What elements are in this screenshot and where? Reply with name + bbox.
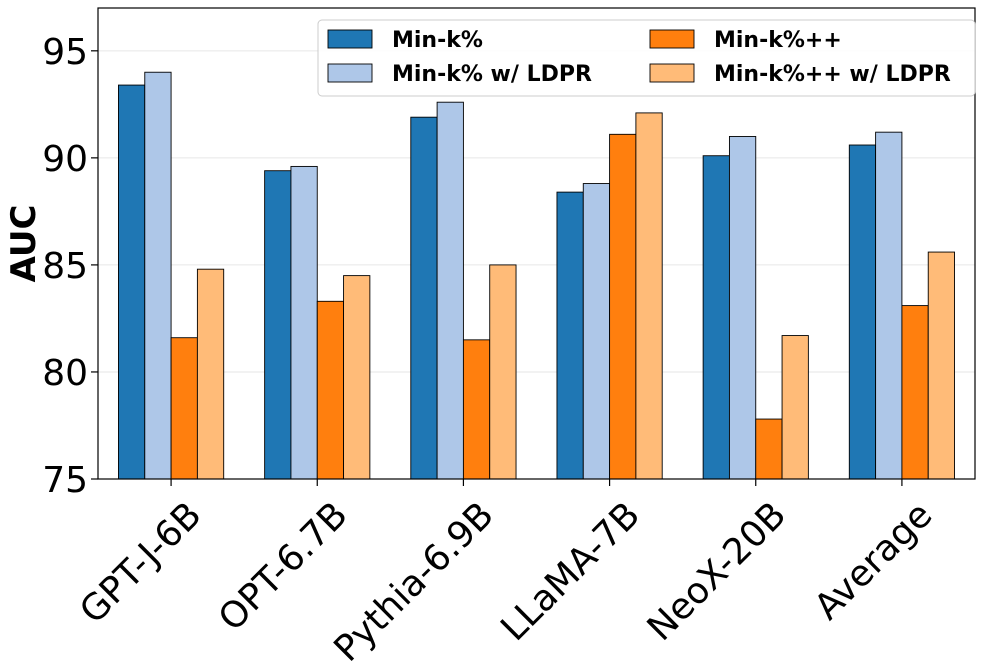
bar bbox=[728, 136, 757, 480]
grid-lines bbox=[98, 50, 975, 373]
bar bbox=[927, 251, 955, 480]
legend-swatch bbox=[649, 63, 695, 83]
bar bbox=[901, 305, 929, 480]
plot-frame bbox=[97, 7, 976, 480]
x-tick-label: Pythia-6.9B bbox=[327, 494, 502, 661]
bar bbox=[343, 275, 371, 480]
bar bbox=[144, 71, 172, 480]
bar bbox=[635, 112, 663, 480]
bar bbox=[118, 84, 146, 480]
bar bbox=[875, 131, 903, 480]
bar bbox=[582, 183, 611, 480]
x-axis: GPT-J-6B OPT-6.7BPythia-6.9BLLaMA-7BNeoX-… bbox=[72, 479, 940, 661]
bar bbox=[436, 101, 464, 480]
x-tick-label: NeoX-20B bbox=[640, 494, 794, 648]
y-tick-label: 90 bbox=[42, 139, 88, 180]
bar bbox=[264, 170, 292, 480]
bars bbox=[118, 71, 955, 480]
bar bbox=[196, 268, 225, 480]
legend: Min-k% Min-k% w/ LDPR Min-k%++ Min-k%++ w/ … bbox=[317, 19, 976, 97]
x-tick-label: Average bbox=[807, 494, 941, 628]
y-tick-label: 95 bbox=[42, 32, 88, 73]
legend-label: Min-k%++ w/ LDPR bbox=[714, 62, 951, 87]
legend-swatch bbox=[327, 63, 373, 83]
bar bbox=[556, 191, 584, 480]
y-tick-label: 80 bbox=[42, 353, 88, 394]
y-axis: 75 80 85 90 95 bbox=[42, 32, 98, 501]
x-tick-label: LLaMA-7B bbox=[493, 494, 648, 649]
legend-label: Min-k% bbox=[392, 28, 483, 53]
x-tick-label: GPT-J-6B bbox=[72, 494, 209, 631]
bar bbox=[410, 116, 438, 480]
bar bbox=[290, 165, 318, 480]
legend-label: Min-k% w/ LDPR bbox=[392, 62, 592, 87]
bar bbox=[170, 337, 198, 480]
bar bbox=[489, 264, 517, 480]
bar bbox=[462, 339, 491, 480]
y-tick-label: 75 bbox=[42, 460, 88, 501]
bar bbox=[316, 300, 345, 480]
legend-box bbox=[317, 19, 976, 97]
legend-swatch bbox=[327, 29, 373, 49]
legend-label: Min-k%++ bbox=[714, 28, 842, 53]
y-tick-label: 85 bbox=[42, 246, 88, 287]
bar bbox=[609, 133, 637, 480]
bar bbox=[755, 418, 783, 480]
legend-swatch bbox=[649, 29, 695, 49]
y-axis-title: AUC bbox=[4, 205, 44, 283]
bar bbox=[848, 144, 877, 480]
x-tick-label: OPT-6.7B bbox=[211, 494, 356, 639]
bar bbox=[781, 335, 809, 480]
bar bbox=[702, 155, 730, 480]
